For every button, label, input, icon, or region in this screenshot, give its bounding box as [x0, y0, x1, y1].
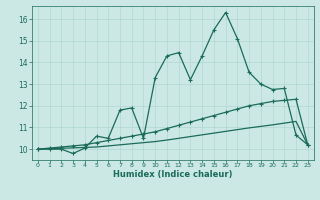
X-axis label: Humidex (Indice chaleur): Humidex (Indice chaleur): [113, 170, 233, 179]
